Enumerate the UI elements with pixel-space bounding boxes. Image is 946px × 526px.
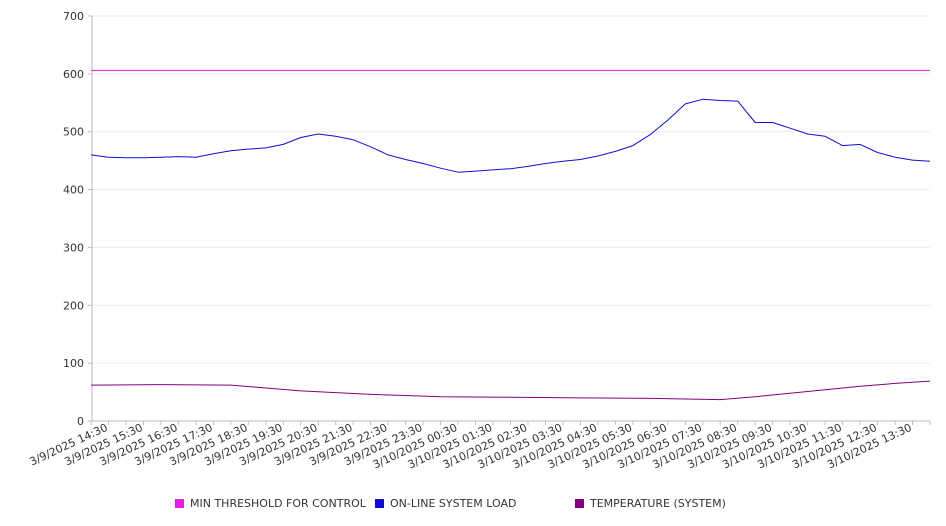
y-tick-label: 400 [63, 184, 84, 197]
y-tick-label: 100 [63, 357, 84, 370]
y-tick-label: 600 [63, 68, 84, 81]
y-tick-label: 500 [63, 126, 84, 139]
y-tick-label: 200 [63, 299, 84, 312]
y-tick-label: 700 [63, 10, 84, 23]
legend-label: TEMPERATURE (SYSTEM) [590, 497, 726, 510]
series-line-1 [90, 98, 931, 173]
legend-item[interactable]: MIN THRESHOLD FOR CONTROL [175, 497, 366, 510]
legend-item[interactable]: TEMPERATURE (SYSTEM) [575, 497, 726, 510]
legend-label: MIN THRESHOLD FOR CONTROL [190, 497, 366, 510]
legend-label: ON-LINE SYSTEM LOAD [390, 497, 517, 510]
y-tick-label: 0 [77, 415, 84, 428]
legend-item[interactable]: ON-LINE SYSTEM LOAD [375, 497, 516, 510]
legend-swatch [575, 499, 584, 508]
legend-swatch [375, 499, 384, 508]
series-line-2 [90, 380, 931, 401]
y-tick-label: 300 [63, 241, 84, 254]
legend-swatch [175, 499, 184, 508]
legend: MIN THRESHOLD FOR CONTROL ON-LINE SYSTEM … [0, 497, 946, 515]
